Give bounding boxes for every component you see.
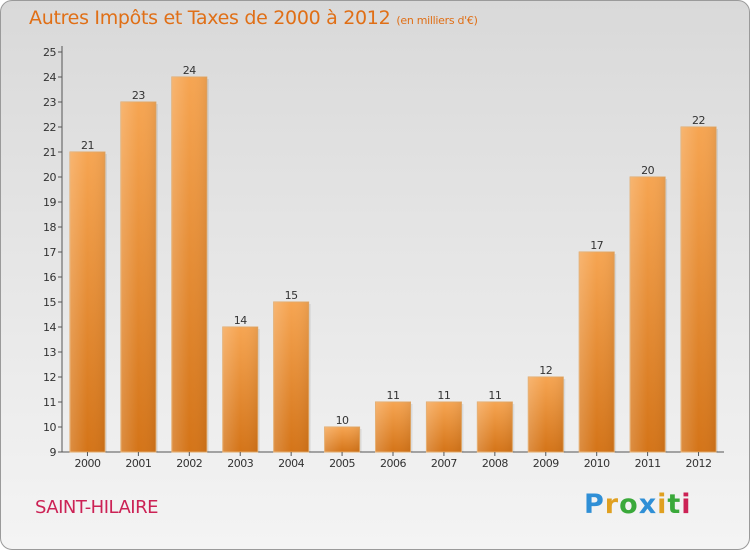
bar-value-label: 12	[539, 364, 552, 377]
x-tick-label: 2010	[584, 457, 610, 470]
bar-value-label: 14	[234, 314, 247, 327]
bar-value-label: 10	[336, 414, 349, 427]
bar-value-label: 20	[641, 164, 654, 177]
x-tick-label: 2007	[431, 457, 457, 470]
bar-value-label: 23	[132, 89, 145, 102]
y-tick-label: 21	[43, 146, 56, 159]
x-tick-label: 2000	[74, 457, 100, 470]
x-tick-label: 2012	[686, 457, 712, 470]
x-tick-label: 2002	[176, 457, 202, 470]
bar-highlight	[528, 377, 564, 452]
bar-value-label: 11	[387, 389, 400, 402]
bar-highlight	[120, 102, 156, 452]
bar-value-label: 22	[692, 114, 705, 127]
bar-highlight	[222, 327, 258, 452]
bar-highlight	[375, 402, 411, 452]
chart-title: Autres Impôts et Taxes de 2000 à 2012 (en…	[29, 7, 478, 29]
chart-subtitle: (en milliers d'€)	[396, 14, 478, 27]
y-tick-label: 11	[43, 396, 56, 409]
y-tick-label: 13	[43, 346, 56, 359]
y-tick-label: 16	[43, 271, 56, 284]
x-tick-label: 2003	[227, 457, 253, 470]
bar-highlight	[630, 177, 666, 452]
bar-value-label: 21	[81, 139, 94, 152]
x-tick-label: 2009	[533, 457, 559, 470]
y-tick-label: 10	[43, 421, 56, 434]
proxiti-logo[interactable]: Proxiti	[584, 489, 692, 520]
chart-title-text: Autres Impôts et Taxes de 2000 à 2012	[29, 7, 391, 29]
y-tick-label: 18	[43, 221, 56, 234]
bar-value-label: 11	[488, 389, 501, 402]
y-tick-label: 25	[43, 46, 56, 59]
bar-value-label: 15	[285, 289, 298, 302]
y-tick-label: 22	[43, 121, 56, 134]
x-tick-label: 2005	[329, 457, 355, 470]
y-tick-label: 9	[50, 446, 57, 459]
y-tick-label: 20	[43, 171, 56, 184]
x-tick-label: 2004	[278, 457, 304, 470]
plot-area: 9 10 11 12 13 14 15 16 17 18 19 20 21 22 23 24 25 21 2000 2…	[43, 46, 724, 470]
x-tick-label: 2001	[125, 457, 151, 470]
bar-value-label: 11	[437, 389, 450, 402]
bar-highlight	[426, 402, 462, 452]
town-name: SAINT-HILAIRE	[35, 497, 158, 518]
bar-highlight	[681, 127, 717, 452]
x-tick-label: 2006	[380, 457, 406, 470]
y-tick-label: 23	[43, 96, 56, 109]
x-tick-label: 2008	[482, 457, 508, 470]
y-tick-label: 17	[43, 246, 56, 259]
y-tick-label: 24	[43, 71, 56, 84]
y-tick-label: 12	[43, 371, 56, 384]
bar-highlight	[324, 427, 360, 452]
bar-highlight	[477, 402, 513, 452]
bar-highlight	[579, 252, 615, 452]
bar-highlight	[69, 152, 105, 452]
bar-value-label: 17	[590, 239, 603, 252]
bar-highlight	[171, 77, 207, 452]
bar-highlight	[273, 302, 309, 452]
y-tick-label: 19	[43, 196, 56, 209]
x-tick-label: 2011	[635, 457, 661, 470]
bar-value-label: 24	[183, 64, 196, 77]
y-tick-label: 14	[43, 321, 56, 334]
y-tick-label: 15	[43, 296, 56, 309]
